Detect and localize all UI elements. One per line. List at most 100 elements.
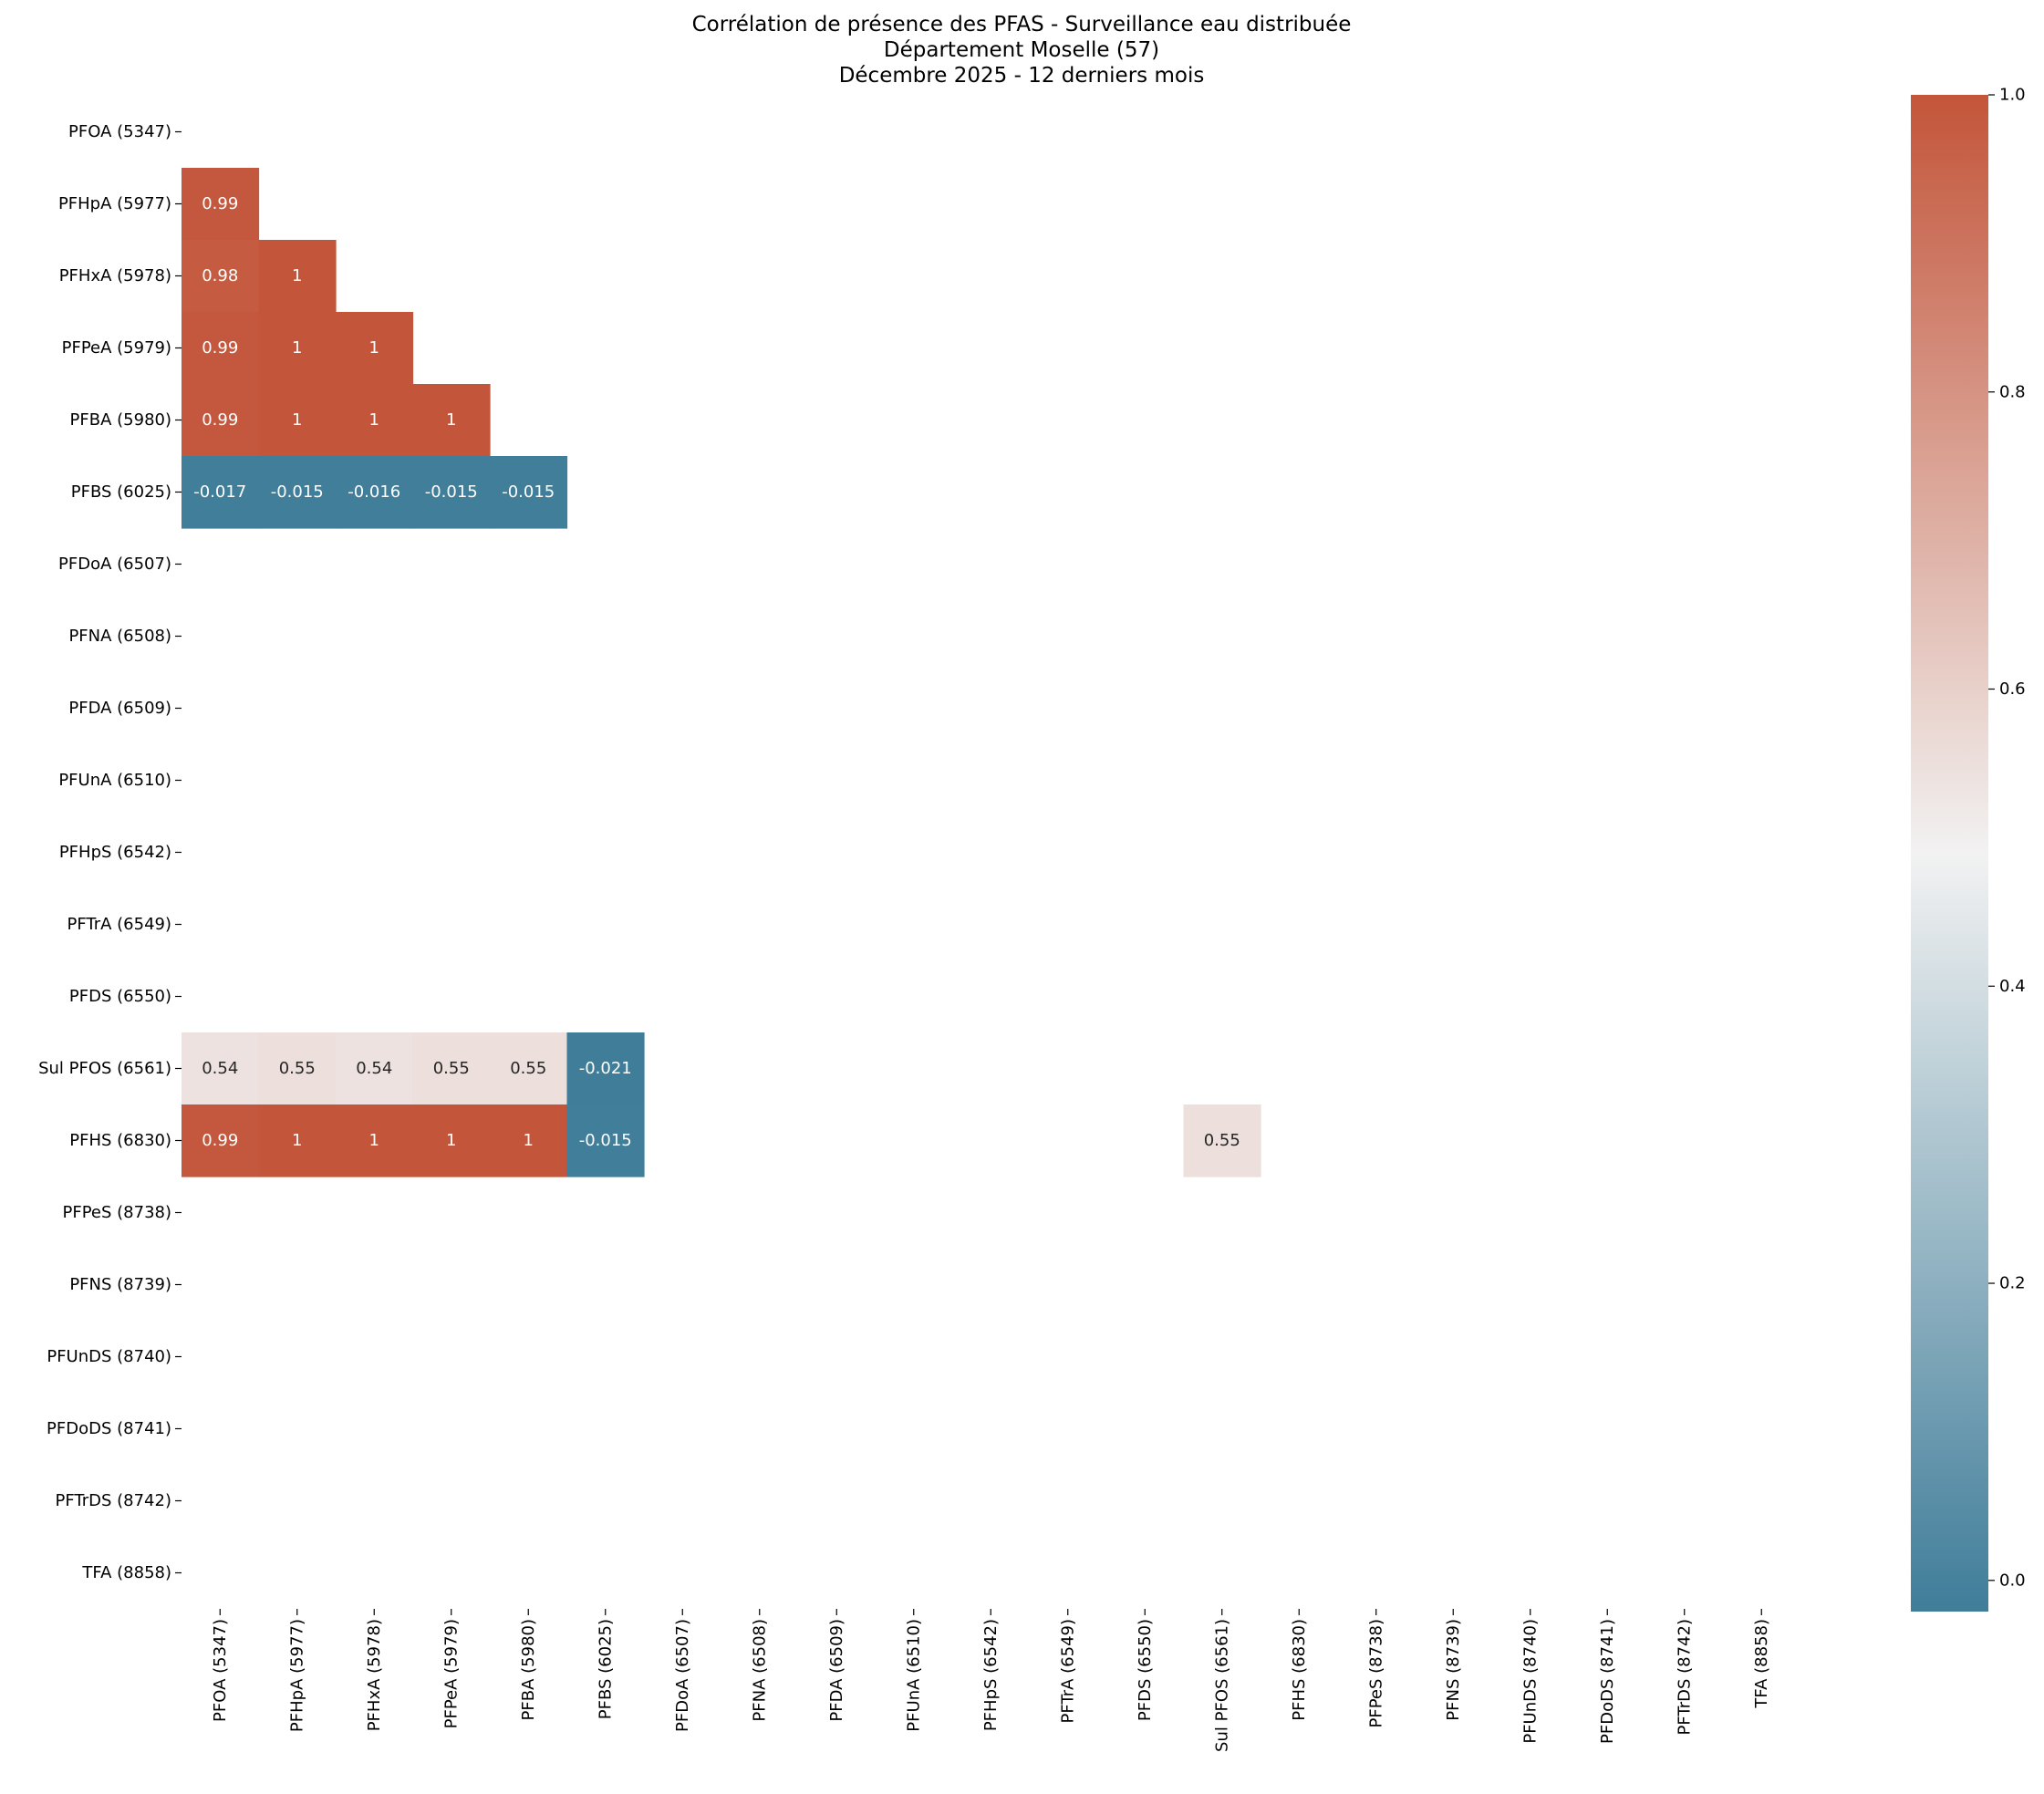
heatmap-cell — [1183, 1104, 1261, 1177]
heatmap-cell — [182, 312, 260, 385]
heatmap-cell — [336, 456, 414, 529]
heatmap-cell — [412, 1032, 491, 1105]
cell-annotation: -0.017 — [193, 482, 246, 502]
cell-annotation: 0.55 — [1204, 1131, 1240, 1150]
y-tick-label: TFA (8858) — [81, 1563, 171, 1582]
x-tick-label: PFOA (5347) — [211, 1619, 230, 1722]
x-tick-label: PFHpA (5977) — [287, 1619, 306, 1732]
colorbar-tick-label: 0.4 — [1999, 977, 2026, 996]
chart-title-line-3: Décembre 2025 - 12 derniers mois — [839, 64, 1205, 88]
chart-title-line-2: Département Moselle (57) — [884, 38, 1159, 62]
cell-annotation: 0.55 — [279, 1059, 316, 1078]
heatmap-cell — [336, 384, 414, 457]
heatmap-cell — [258, 384, 337, 457]
x-tick-label: PFUnA (6510) — [904, 1619, 923, 1732]
x-tick-label: PFDS (6550) — [1136, 1619, 1155, 1721]
heatmap-cell — [182, 240, 260, 313]
x-tick-label: PFPeA (5979) — [441, 1619, 461, 1728]
colorbar-tick-label: 0.6 — [1999, 679, 2026, 699]
cell-annotation: -0.015 — [502, 482, 555, 502]
x-tick-label: PFNA (6508) — [750, 1619, 769, 1722]
heatmap-cell — [258, 312, 337, 385]
x-tick-label: Sul PFOS (6561) — [1212, 1619, 1231, 1752]
chart-title-line-1: Corrélation de présence des PFAS - Surve… — [692, 13, 1352, 36]
heatmap-cell — [258, 1104, 337, 1177]
y-tick-label: Sul PFOS (6561) — [38, 1059, 171, 1078]
y-tick-label: PFHS (6830) — [69, 1131, 171, 1150]
y-tick-label: PFDoA (6507) — [58, 555, 171, 574]
y-tick-label: PFUnDS (8740) — [47, 1347, 171, 1366]
cell-annotation: 0.54 — [202, 1059, 238, 1078]
cell-annotation: -0.015 — [425, 482, 478, 502]
cell-annotation: 1 — [369, 410, 379, 430]
cell-annotation: -0.015 — [579, 1131, 632, 1150]
x-tick-label: PFHpS (6542) — [981, 1619, 1001, 1731]
colorbar: 0.0 0.2 0.4 0.6 0.8 1.0 — [1911, 86, 2026, 1612]
heatmap-cell — [182, 1104, 260, 1177]
x-tick-label: PFPeS (8738) — [1366, 1619, 1385, 1728]
cell-annotation: 1 — [369, 1131, 379, 1150]
heatmap-cell — [336, 1032, 414, 1105]
heatmap-cell — [182, 168, 260, 241]
y-tick-label: PFBA (5980) — [70, 410, 171, 430]
cell-annotation: 1 — [292, 1131, 302, 1150]
cell-annotation: 1 — [446, 1131, 456, 1150]
heatmap-cell — [566, 1032, 645, 1105]
y-tick-label: PFHpA (5977) — [58, 194, 171, 213]
heatmap-cell — [258, 456, 337, 529]
heatmap-cell — [412, 1104, 491, 1177]
cell-annotation: 0.99 — [202, 1131, 238, 1150]
colorbar-gradient — [1911, 95, 1988, 1612]
y-tick-label: PFNS (8739) — [69, 1275, 171, 1294]
colorbar-tick-label: 0.0 — [1999, 1571, 2026, 1590]
y-tick-label: PFPeS (8738) — [63, 1203, 172, 1222]
x-tick-label: PFHxA (5978) — [365, 1619, 384, 1731]
colorbar-tick-label: 1.0 — [1999, 86, 2026, 105]
cell-annotation: 0.54 — [356, 1059, 392, 1078]
heatmap-cell — [490, 1032, 568, 1105]
x-tick-label: PFUnDS (8740) — [1520, 1619, 1540, 1744]
cell-annotation: 0.55 — [510, 1059, 546, 1078]
colorbar-tick-label: 0.2 — [1999, 1274, 2026, 1293]
x-tick-label: PFTrDS (8742) — [1675, 1619, 1694, 1736]
y-tick-label: PFDoDS (8741) — [47, 1419, 171, 1438]
cell-annotation: -0.016 — [348, 482, 400, 502]
heatmap-cell — [182, 384, 260, 457]
cell-annotation: 0.99 — [202, 338, 238, 358]
cell-annotation: -0.015 — [271, 482, 324, 502]
x-tick-label: TFA (8858) — [1752, 1619, 1771, 1709]
cell-annotation: 0.99 — [202, 410, 238, 430]
x-tick-label: PFDoA (6507) — [673, 1619, 692, 1732]
cell-annotation: 1 — [369, 338, 379, 358]
y-axis: PFOA (5347) PFHpA (5977) PFHxA (5978) PFPeA… — [38, 122, 182, 1582]
x-tick-label: PFNS (8739) — [1444, 1619, 1463, 1721]
heatmap-cell — [336, 312, 414, 385]
heatmap-cell — [182, 1032, 260, 1105]
y-tick-label: PFBS (6025) — [71, 482, 171, 502]
y-tick-label: PFDS (6550) — [69, 987, 171, 1006]
y-tick-label: PFHpS (6542) — [59, 843, 171, 862]
cell-annotation: 1 — [292, 338, 302, 358]
x-tick-label: PFBS (6025) — [596, 1619, 615, 1719]
x-tick-label: PFDA (6509) — [827, 1619, 846, 1722]
heatmap-cell — [258, 240, 337, 313]
y-tick-label: PFDA (6509) — [68, 699, 171, 718]
heatmap-cell — [258, 1032, 337, 1105]
heatmap-cell — [182, 456, 260, 529]
colorbar-tick-label: 0.8 — [1999, 382, 2026, 401]
heatmap-cell — [336, 1104, 414, 1177]
y-tick-label: PFTrA (6549) — [67, 915, 171, 934]
x-tick-label: PFDoDS (8741) — [1598, 1619, 1617, 1744]
cell-annotation: 1 — [292, 410, 302, 430]
heatmap-cells: 0.99 0.98 1 0.99 1 1 0.99 1 1 1 -0.017 -0.015 -0.016… — [182, 168, 1261, 1177]
cell-annotation: 1 — [524, 1131, 534, 1150]
y-tick-label: PFPeA (5979) — [62, 338, 171, 358]
cell-annotation: 0.55 — [433, 1059, 470, 1078]
cell-annotation: 0.98 — [202, 266, 238, 285]
y-tick-label: PFUnA (6510) — [58, 771, 171, 790]
heatmap-cell — [490, 456, 568, 529]
y-tick-label: PFHxA (5978) — [59, 266, 171, 285]
heatmap-cell — [566, 1104, 645, 1177]
y-tick-label: PFNA (6508) — [68, 627, 171, 646]
